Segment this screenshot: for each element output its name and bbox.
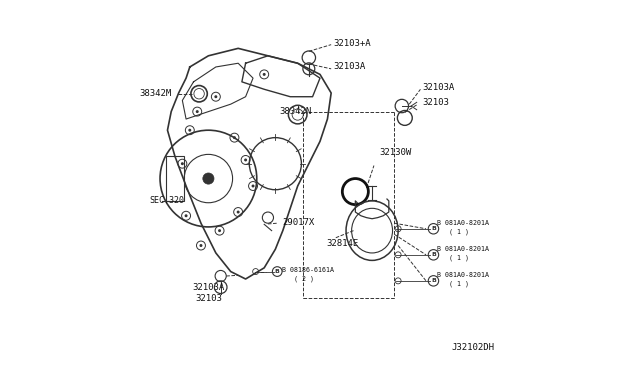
Text: 32103: 32103 (422, 98, 449, 107)
Text: 32103+A: 32103+A (333, 39, 371, 48)
Circle shape (184, 214, 188, 217)
Circle shape (200, 244, 202, 247)
Circle shape (203, 173, 214, 184)
Circle shape (214, 95, 218, 98)
Text: B 081A0-8201A
   ( 1 ): B 081A0-8201A ( 1 ) (437, 221, 489, 235)
Text: B: B (431, 252, 436, 257)
Bar (166, 156, 184, 201)
Text: 38342M: 38342M (139, 89, 172, 97)
Text: B 081A0-8201A
   ( 1 ): B 081A0-8201A ( 1 ) (437, 247, 489, 261)
Text: B: B (275, 269, 280, 274)
Circle shape (233, 136, 236, 139)
Circle shape (237, 211, 239, 214)
Text: B: B (431, 226, 436, 231)
Circle shape (181, 162, 184, 165)
Text: 32130W: 32130W (380, 148, 412, 157)
Text: B 08186-6161A
   ( 2 ): B 08186-6161A ( 2 ) (282, 267, 334, 282)
Text: 32103: 32103 (195, 294, 222, 303)
Text: 38342N: 38342N (279, 107, 311, 116)
Text: 32103A: 32103A (422, 83, 454, 92)
Circle shape (218, 229, 221, 232)
Text: 32103A: 32103A (333, 62, 365, 71)
Text: 29017X: 29017X (282, 218, 314, 227)
Circle shape (244, 158, 247, 161)
Text: B 081A0-8201A
   ( 1 ): B 081A0-8201A ( 1 ) (437, 273, 489, 287)
Text: J32102DH: J32102DH (452, 343, 495, 352)
Text: SEC.320: SEC.320 (149, 196, 184, 205)
Text: 32103A: 32103A (192, 283, 225, 292)
Circle shape (252, 185, 255, 187)
Circle shape (196, 110, 199, 113)
Circle shape (188, 129, 191, 132)
Circle shape (262, 73, 266, 76)
Text: 32814E: 32814E (326, 239, 359, 248)
Text: B: B (431, 278, 436, 283)
